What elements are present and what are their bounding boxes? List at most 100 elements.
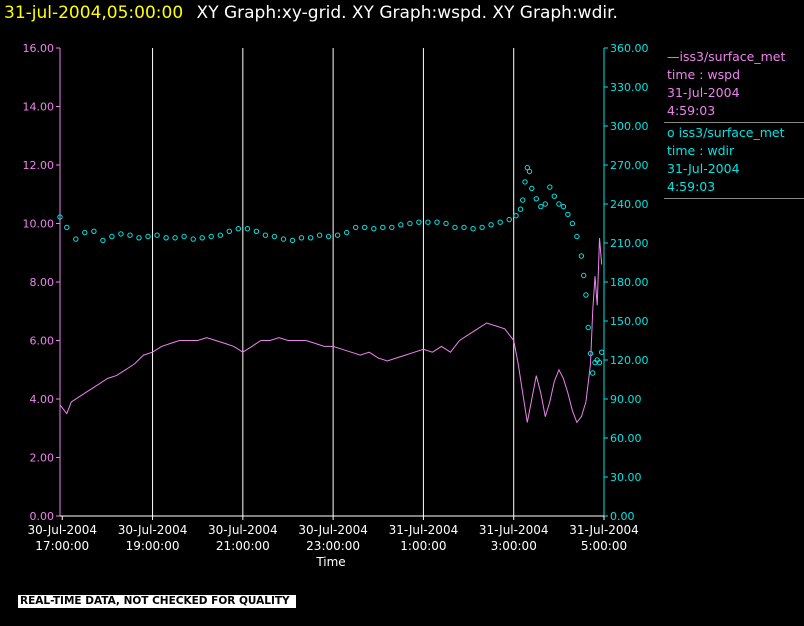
wdir-point-14 [181,233,187,240]
wdir-point-32 [344,229,350,236]
wdir-point-24 [271,233,278,240]
right-tick-label-1: 30.00 [610,471,642,484]
time-tick-time-0: 17:00:00 [35,539,89,553]
wdir-point-54 [522,179,528,185]
wdir-point-71 [585,324,591,331]
time-tick-date-3: 30-Jul-2004 [298,523,368,537]
wdir-point-43 [443,220,449,227]
wdir-point-23 [262,232,269,238]
wdir-point-18 [217,232,224,238]
time-tick-time-1: 19:00:00 [126,539,180,553]
wdir-point-68 [578,253,585,259]
wdir-point-29 [316,232,323,238]
wdir-point-38 [398,222,404,228]
wdir-point-33 [353,224,359,231]
wdir-point-73 [590,370,596,376]
time-tick-date-4: 31-Jul-2004 [389,523,459,537]
wdir-point-53 [520,197,526,203]
legend: —iss3/surface_met time : wspd 31-Jul-200… [664,48,804,199]
wdir-point-56 [526,168,533,175]
x-axis-label: Time [315,555,345,569]
wdir-point-64 [560,203,567,210]
time-tick-time-6: 5:00:00 [581,539,627,553]
right-tick-label-11: 330.00 [610,81,649,94]
series-layer [57,164,605,424]
right-tick-label-0: 0.00 [610,510,635,523]
wdir-point-63 [556,201,562,207]
graph-title-bar: 31-jul-2004,05:00:00 XY Graph:xy-grid. X… [0,0,618,26]
wdir-point-40 [416,219,422,225]
legend-wspd-time: 4:59:03 [667,103,716,118]
wdir-point-51 [513,213,519,219]
wdir-point-11 [154,232,160,238]
wdir-point-17 [208,233,214,240]
wspd-series-line [59,238,603,424]
wdir-point-34 [362,224,368,231]
wdir-point-50 [506,216,512,223]
right-tick-label-8: 240.00 [610,198,649,211]
left-tick-label-1: 2.00 [30,452,55,465]
wdir-point-30 [325,233,332,240]
wdir-point-61 [547,184,553,190]
wdir-point-60 [542,201,548,207]
graph-list: XY Graph:xy-grid. XY Graph:wspd. XY Grap… [196,3,618,23]
wdir-point-35 [371,226,377,232]
wdir-point-13 [172,235,178,241]
legend-wdir-source: o iss3/surface_met [667,125,785,140]
right-tick-label-9: 270.00 [610,159,649,172]
wdir-point-72 [587,350,594,357]
wdir-point-1 [64,224,70,231]
wdir-point-16 [199,235,205,241]
time-tick-date-5: 31-Jul-2004 [479,523,549,537]
quality-notice: REAL-TIME DATA, NOT CHECKED FOR QUALITY [18,595,296,608]
wdir-point-49 [497,219,503,225]
wdir-point-20 [235,226,242,232]
right-axis-wdir: 0.00 30.00 60.00 90.00 120.00 150.00 180.00 210… [603,42,649,523]
wdir-point-58 [533,196,539,202]
wdir-point-47 [479,224,485,231]
left-tick-label-0: 0.00 [30,510,55,523]
right-tick-label-12: 360.00 [610,42,649,55]
time-tick-time-5: 3:00:00 [491,539,537,553]
time-tick-date-1: 30-Jul-2004 [118,523,188,537]
wdir-point-45 [461,224,467,231]
wdir-point-65 [565,211,571,218]
legend-entry-wdir: o iss3/surface_met time : wdir 31-Jul-20… [664,124,804,199]
wdir-point-39 [407,220,413,227]
wdir-point-25 [280,236,287,242]
left-tick-label-6: 12.00 [23,159,55,172]
left-tick-label-3: 6.00 [30,335,55,348]
wdir-point-9 [136,235,142,241]
wdir-point-70 [583,292,589,298]
wdir-point-31 [334,232,341,238]
wdir-point-52 [517,206,524,212]
wdir-point-27 [298,235,305,241]
wdir-point-3 [82,229,88,236]
right-tick-label-7: 210.00 [610,237,649,250]
legend-entry-wspd: —iss3/surface_met time : wspd 31-Jul-200… [664,48,804,123]
left-tick-label-8: 16.00 [23,42,55,55]
wdir-point-5 [100,237,106,244]
wdir-point-22 [253,228,260,235]
wdir-point-2 [73,236,79,242]
grid-lines [152,48,515,516]
legend-wdir-time: 4:59:03 [667,179,716,194]
wdir-point-59 [538,203,544,210]
right-tick-label-6: 180.00 [610,276,649,289]
wdir-point-77 [599,349,605,355]
wdir-point-6 [109,233,115,240]
wdir-point-66 [569,220,576,227]
left-tick-label-2: 4.00 [30,393,55,406]
wdir-point-26 [289,237,296,244]
wdir-point-37 [389,224,395,231]
legend-wdir-date: 31-Jul-2004 [667,161,740,176]
wdir-series-points [57,164,605,376]
time-tick-date-6: 31-Jul-2004 [569,523,639,537]
wdir-point-36 [380,224,386,231]
wdir-point-19 [226,228,233,235]
wdir-point-57 [529,185,535,192]
wdir-point-48 [488,222,494,228]
wdir-point-28 [307,235,314,241]
wdir-point-12 [163,235,169,241]
wdir-point-55 [524,164,530,171]
